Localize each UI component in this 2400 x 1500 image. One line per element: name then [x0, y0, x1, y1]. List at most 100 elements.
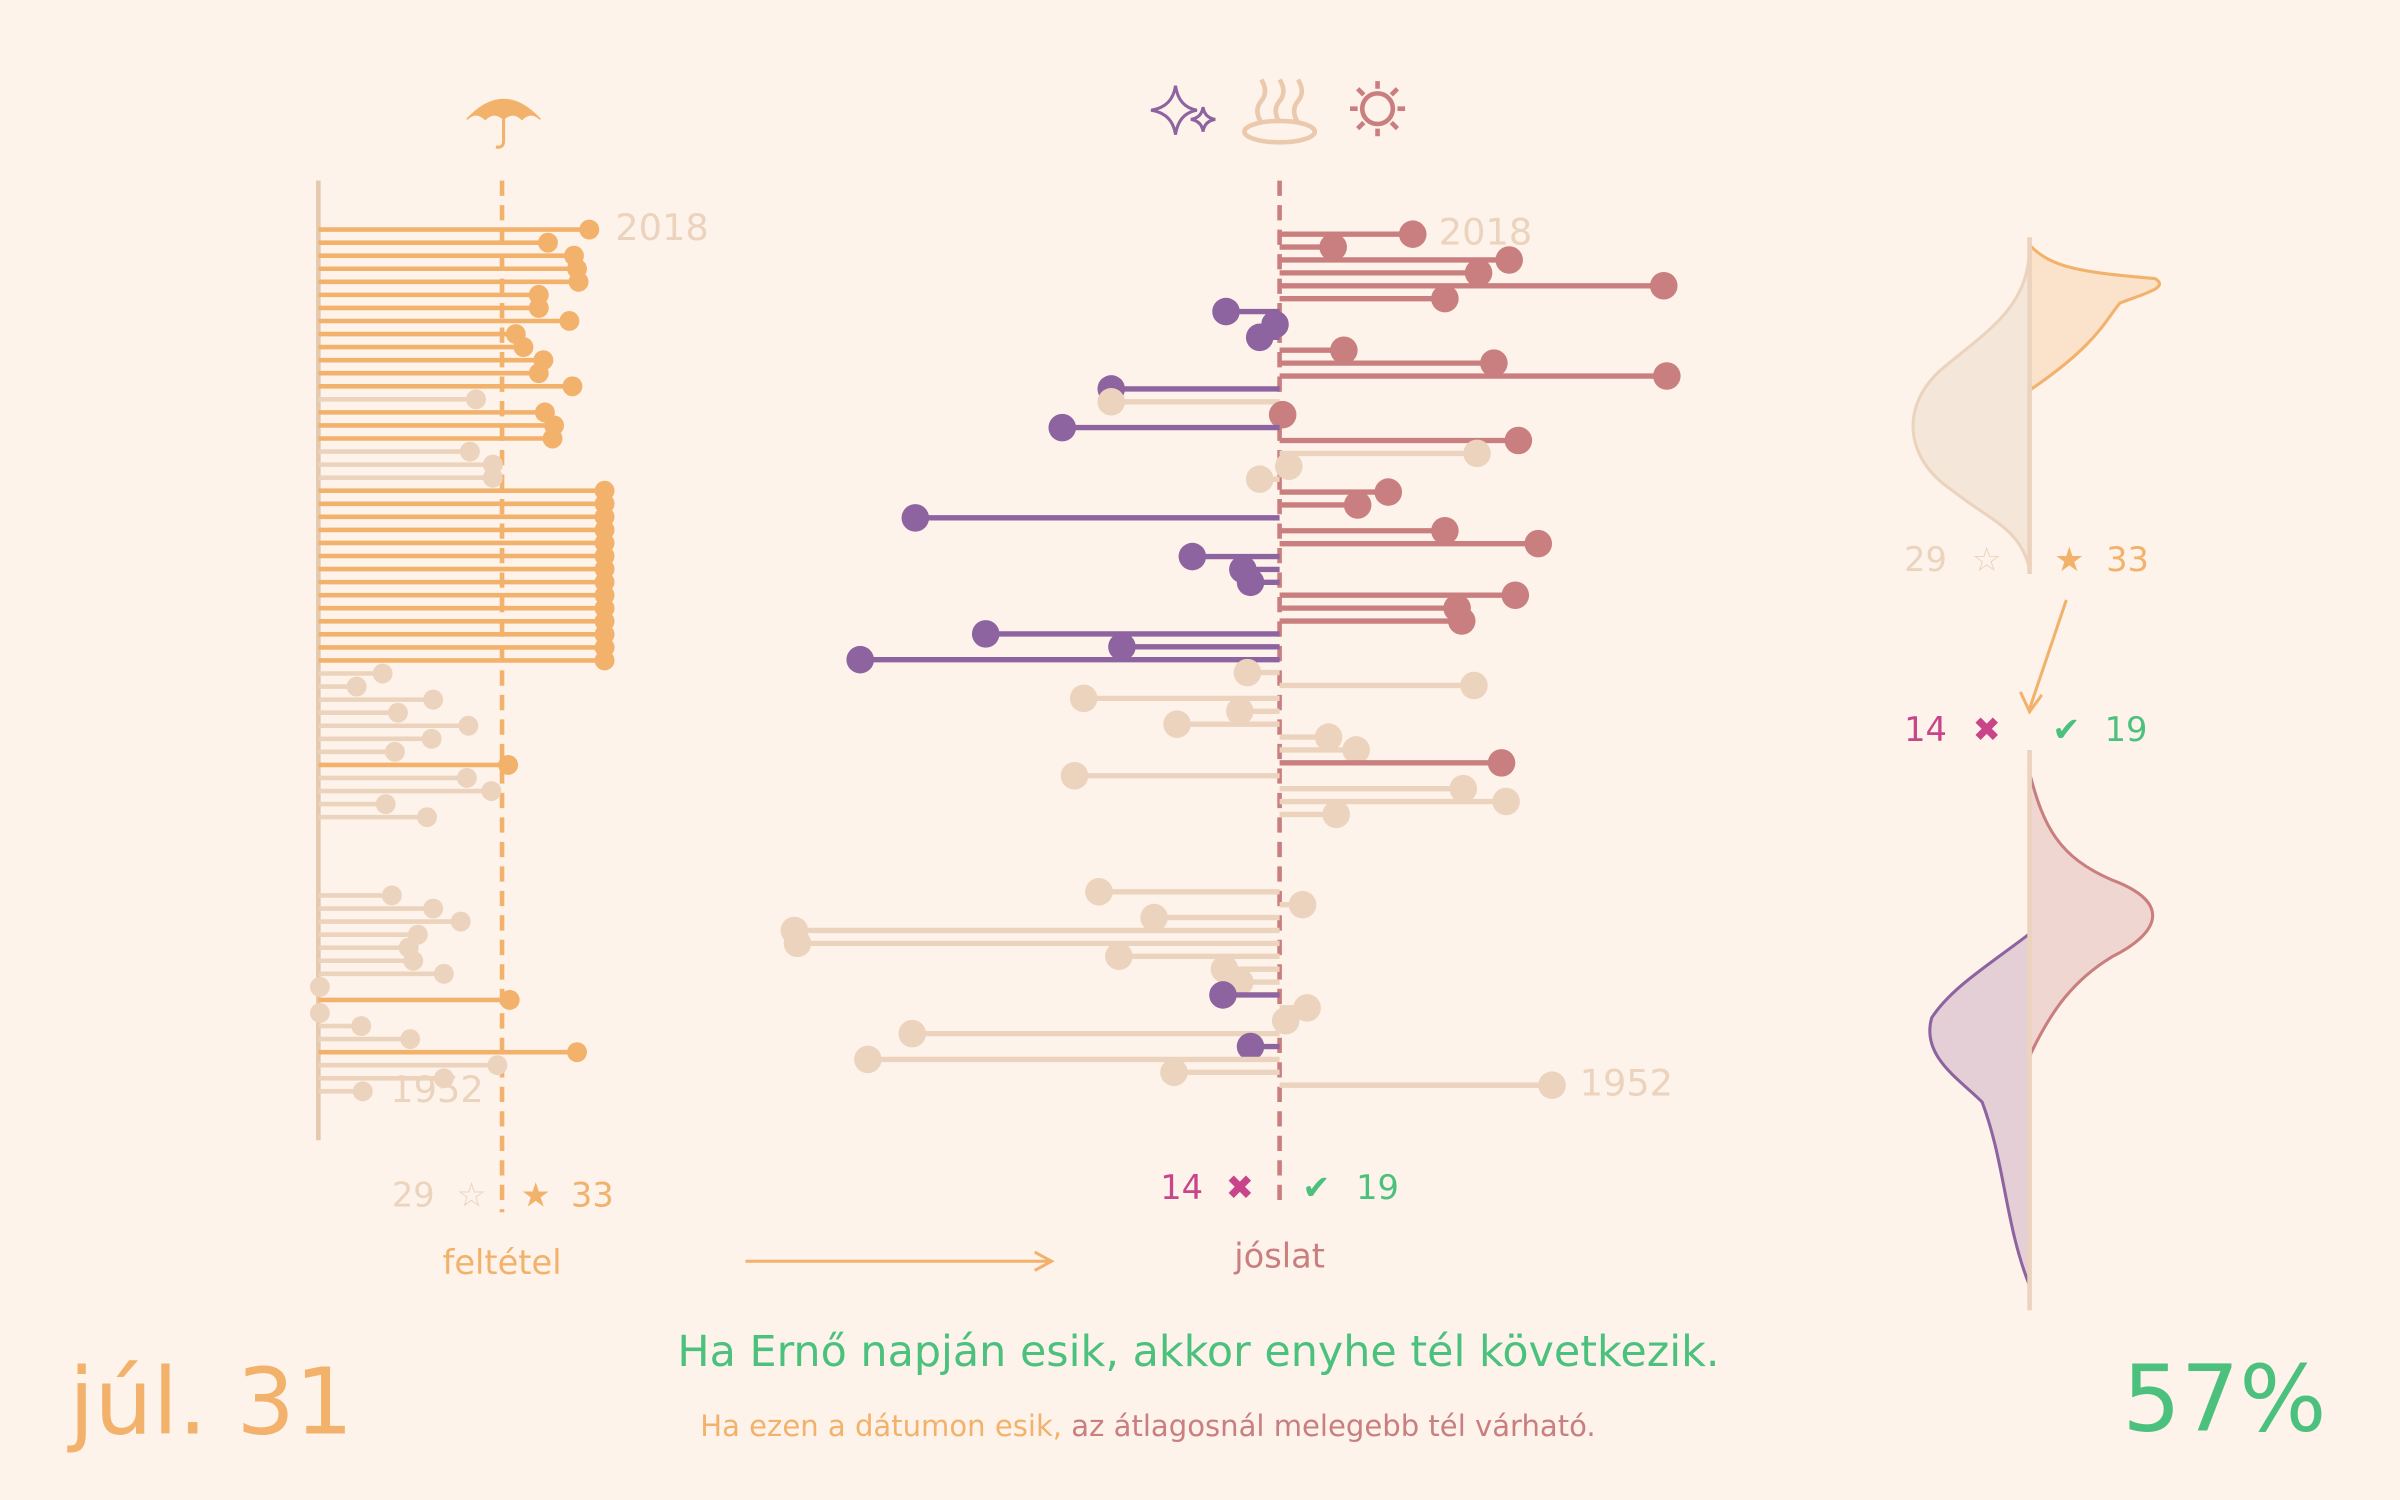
prediction-dot — [1048, 413, 1077, 442]
prediction-dot — [1160, 1058, 1188, 1087]
condition-dot — [372, 663, 393, 684]
prediction-dot — [1288, 890, 1317, 919]
prediction-dot — [1271, 1006, 1300, 1035]
prediction-dot — [1275, 452, 1303, 481]
prediction-dot — [1212, 297, 1240, 326]
prediction-counts: 14 ✖ ✔ 19 — [1160, 1168, 1399, 1207]
count-yes: 33 — [571, 1175, 614, 1214]
prediction-dot — [1097, 388, 1125, 416]
count-right: 19 — [2105, 710, 2148, 749]
condition-label: feltétel — [443, 1243, 562, 1282]
condition-dot — [499, 989, 520, 1010]
condition-dot — [309, 1003, 330, 1023]
condition-dot — [528, 363, 549, 384]
prediction-dot — [1398, 220, 1427, 248]
condition-dot — [487, 1055, 508, 1076]
prediction-dot — [1319, 233, 1347, 261]
prediction-dot — [1140, 903, 1168, 932]
prediction-dot — [1480, 349, 1508, 377]
density-bottom — [1928, 750, 2155, 1311]
arrow — [2019, 599, 2068, 715]
symbol: ✔ — [1302, 1168, 1330, 1207]
condition-dot — [309, 976, 330, 997]
prediction-dot — [1293, 994, 1321, 1022]
prediction-dot — [1538, 1071, 1566, 1099]
condition-dot — [567, 1042, 587, 1063]
condition-dot — [562, 376, 583, 397]
count-no: 29 — [1904, 540, 1947, 579]
year-label: 1952 — [1580, 1062, 1673, 1105]
condition-counts: 29 ☆ ★ 33 — [392, 1175, 614, 1214]
prediction-dot — [783, 929, 812, 958]
prediction-dot — [1487, 749, 1516, 777]
prediction-dot — [854, 1045, 882, 1074]
subtitle: Ha ezen a dátumon esik, az átlagosnál me… — [700, 1409, 1595, 1443]
prediction-dot — [1374, 478, 1403, 506]
prediction-dot — [898, 1019, 927, 1048]
condition-dot — [375, 794, 396, 815]
condition-dot — [498, 754, 519, 775]
condition-dot — [351, 1016, 372, 1036]
count-wrong: 14 — [1904, 710, 1947, 749]
year-label: 1952 — [390, 1068, 483, 1111]
count-no: 29 — [392, 1175, 435, 1214]
prediction-dot — [1245, 323, 1274, 352]
lollipops — [309, 180, 1681, 1213]
prediction-dot — [1209, 981, 1237, 1009]
headline: Ha Ernő napján esik, akkor enyhe tél köv… — [677, 1327, 1719, 1377]
prediction-dot — [1060, 761, 1089, 790]
prediction-dot — [901, 504, 930, 532]
count-wrong: 14 — [1160, 1168, 1203, 1207]
prediction-dot — [1268, 400, 1297, 429]
prediction-dot — [1178, 542, 1207, 571]
prediction-dot — [1431, 516, 1459, 545]
condition-dot — [423, 689, 444, 710]
prediction-dot — [1463, 439, 1491, 468]
condition-dot — [346, 676, 367, 697]
prediction-dot — [1464, 259, 1493, 287]
symbol: ✔ — [2052, 710, 2080, 749]
prediction-dot — [1314, 723, 1343, 751]
prediction-dot — [1342, 736, 1370, 764]
date: júl. 31 — [67, 1349, 353, 1456]
condition-dot — [423, 898, 444, 919]
subtitle-condition: Ha ezen a dátumon esik, — [700, 1409, 1062, 1443]
count-right: 19 — [1356, 1168, 1399, 1207]
density-top — [1911, 237, 2162, 574]
sparkle-icon — [1150, 85, 1216, 135]
score: 57% — [2122, 1345, 2326, 1452]
prediction-dot — [1108, 633, 1136, 661]
condition-dot — [433, 1068, 454, 1089]
condition-dot — [513, 337, 534, 358]
umbrella-icon — [466, 98, 541, 149]
condition-dot — [352, 1081, 373, 1102]
prediction-dot — [1460, 671, 1488, 700]
condition-dot — [388, 702, 408, 723]
condition-dot — [482, 467, 503, 488]
prediction-dot — [1524, 529, 1553, 558]
prediction-dot — [1069, 684, 1098, 713]
condition-dot — [481, 781, 502, 801]
prediction-dot — [1343, 491, 1372, 519]
condition-dot — [384, 741, 405, 762]
condition-dot — [579, 219, 600, 240]
year-label: 2018 — [1439, 211, 1532, 254]
prediction-dot — [1163, 710, 1191, 738]
prediction-dot — [1653, 362, 1681, 390]
sun-icon — [1350, 81, 1406, 137]
condition-dot — [459, 441, 480, 462]
condition-dot — [538, 232, 558, 253]
condition-dot — [458, 715, 479, 736]
symbol: ☆ — [1972, 540, 2002, 579]
prediction-dot — [846, 645, 874, 674]
condition-dot — [456, 768, 477, 788]
prediction-dot — [1105, 942, 1133, 971]
condition-dot — [559, 311, 580, 331]
condition-dot — [421, 728, 442, 749]
condition-dot — [542, 428, 563, 449]
condition-dot — [594, 650, 615, 671]
symbol: ★ — [2054, 540, 2084, 579]
condition-dot — [403, 950, 424, 971]
condition-dot — [466, 389, 486, 410]
year-label: 2018 — [615, 206, 708, 249]
